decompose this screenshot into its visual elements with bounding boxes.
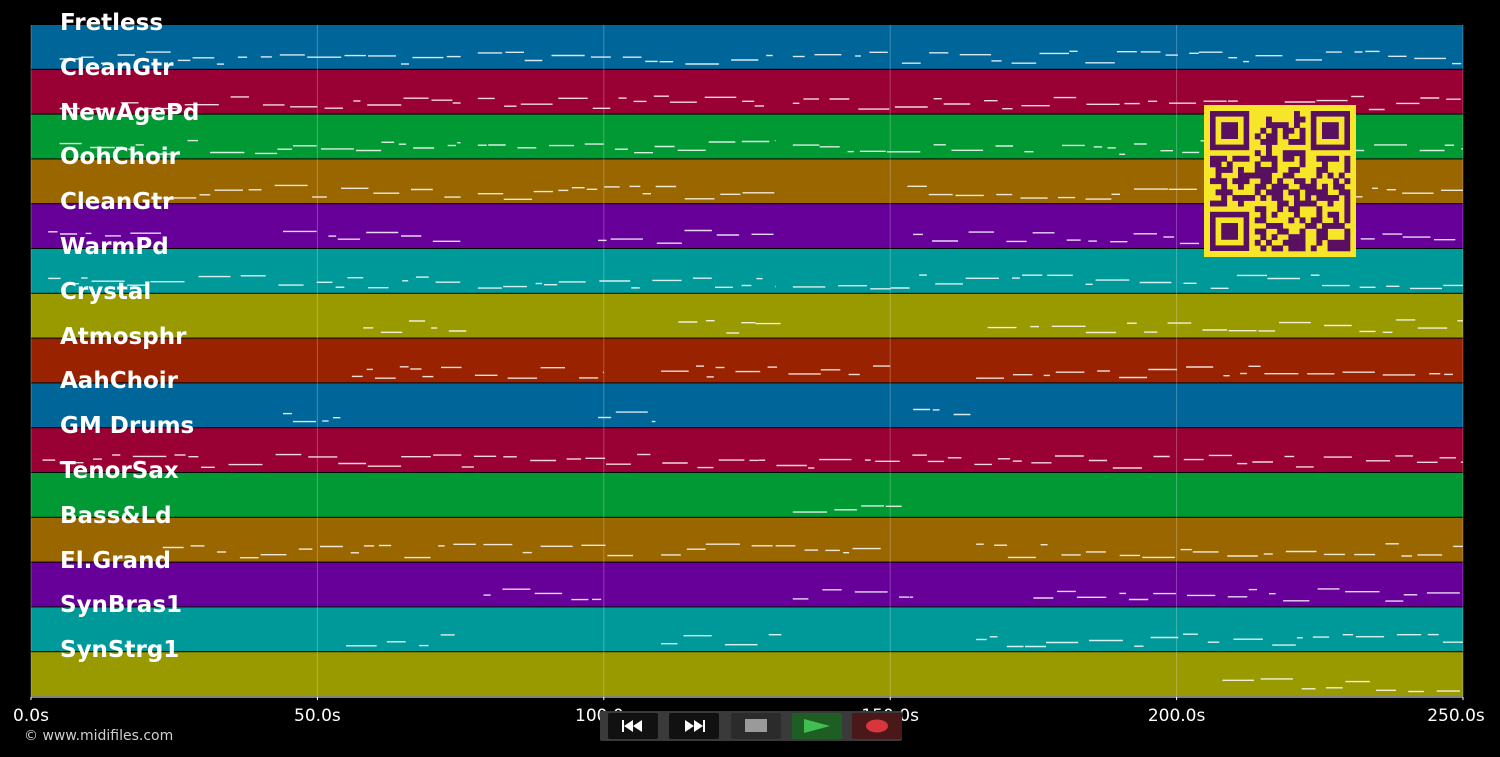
track-label: GM Drums bbox=[60, 413, 195, 440]
track-lane bbox=[31, 607, 1463, 652]
track-label: Atmosphr bbox=[60, 323, 187, 350]
track-lane bbox=[31, 473, 1463, 517]
track-label: AahChoir bbox=[60, 368, 178, 395]
track-lane bbox=[31, 517, 1463, 562]
track-label: Bass&Ld bbox=[60, 502, 172, 529]
track-label: OohChoir bbox=[60, 144, 181, 171]
stop-icon bbox=[745, 719, 767, 732]
track-lane bbox=[31, 428, 1463, 472]
track-label: WarmPd bbox=[60, 234, 169, 260]
track-label: SynBras1 bbox=[60, 592, 183, 619]
track-lane bbox=[31, 25, 1463, 69]
copyright-text: © www.midifiles.com bbox=[24, 728, 174, 744]
track-label: CleanGtr bbox=[60, 189, 174, 216]
rewind-icon bbox=[622, 720, 642, 732]
record-button[interactable] bbox=[852, 713, 902, 739]
play-icon bbox=[804, 719, 830, 733]
axis-tick-label: 200.0s bbox=[1147, 706, 1206, 726]
track-label: El.Grand bbox=[60, 547, 171, 574]
track-label: CleanGtr bbox=[60, 54, 174, 81]
fast-forward-icon bbox=[685, 720, 705, 732]
play-button[interactable] bbox=[792, 713, 842, 739]
track-label: NewAgePd bbox=[60, 99, 200, 126]
axis-tick-label: 250.0s bbox=[1427, 706, 1485, 726]
axis-tick-label: 0.0s bbox=[13, 706, 49, 726]
rewind-button[interactable] bbox=[608, 713, 658, 739]
track-lane bbox=[31, 652, 1463, 696]
track-label: SynStrg1 bbox=[60, 637, 180, 664]
fast-forward-button[interactable] bbox=[669, 713, 719, 739]
track-label: Crystal bbox=[60, 278, 152, 305]
axis-tick-label: 50.0s bbox=[294, 706, 341, 726]
track-lane bbox=[31, 383, 1463, 428]
track-lane bbox=[31, 562, 1463, 607]
track-label: TenorSax bbox=[60, 458, 179, 484]
record-icon bbox=[866, 719, 888, 733]
track-lane bbox=[31, 338, 1463, 383]
transport-bar bbox=[600, 711, 902, 741]
qr-code bbox=[1204, 105, 1356, 257]
track-label: Fretless bbox=[60, 10, 164, 36]
stop-button[interactable] bbox=[731, 713, 781, 739]
